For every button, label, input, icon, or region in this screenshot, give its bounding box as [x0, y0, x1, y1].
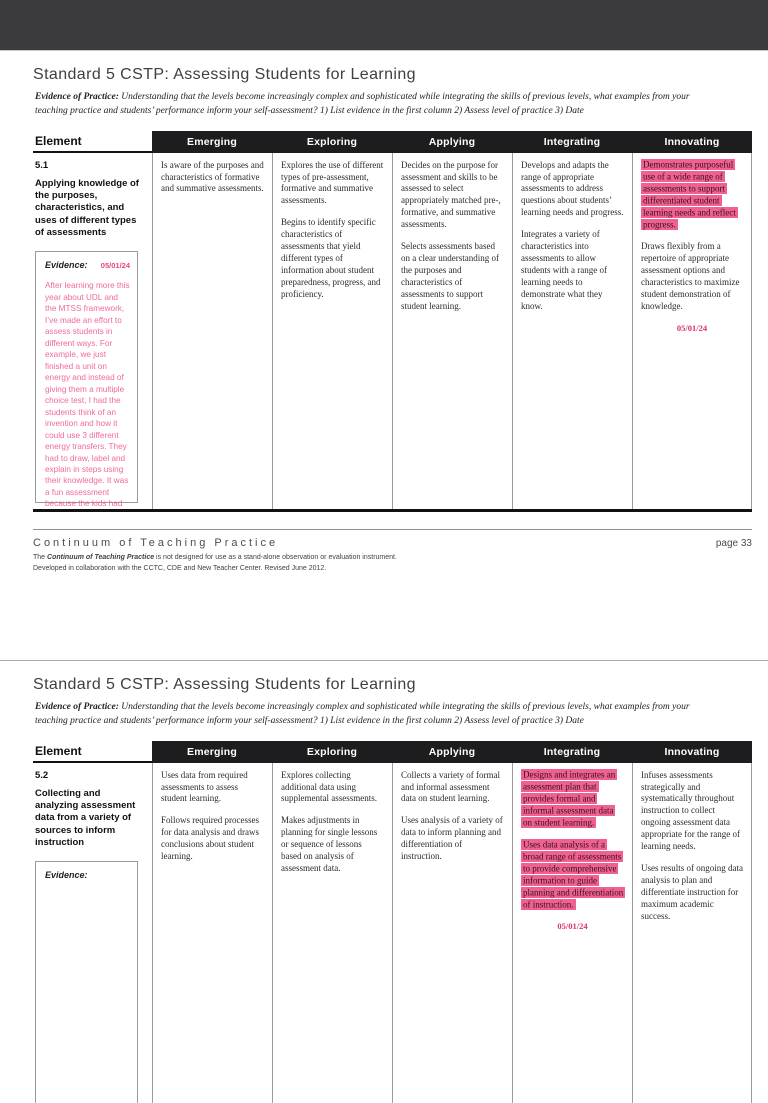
evidence-text: After learning more this year about UDL …	[45, 281, 130, 509]
element-cell-5-1: 5.1 Applying knowledge of the purposes, …	[33, 153, 152, 509]
cell-paragraph: Decides on the purpose for assessment an…	[401, 159, 501, 230]
pink-highlight: Demonstrates purposeful use of a wide ra…	[641, 159, 738, 230]
cell-paragraph: Explores collecting additional data usin…	[281, 769, 377, 804]
footer-title: Continuum of Teaching Practice	[33, 536, 279, 549]
header-exploring: Exploring	[272, 130, 392, 153]
evidence-of-practice-label: Evidence of Practice:	[35, 702, 119, 712]
page-1: Standard 5 CSTP: Assessing Students for …	[0, 66, 768, 660]
footer-divider	[33, 528, 752, 530]
evidence-box: Evidence:	[35, 861, 138, 1103]
header-innovating: Innovating	[632, 740, 752, 763]
header-integrating: Integrating	[512, 130, 632, 153]
footer-note-prefix: The	[33, 553, 48, 561]
header-integrating: Integrating	[512, 740, 632, 763]
cell-paragraph: Selects assessments based on a clear und…	[401, 241, 499, 312]
evidence-label: Evidence:	[45, 260, 88, 271]
cell-paragraph: Begins to identify specific characterist…	[281, 217, 381, 300]
header-emerging: Emerging	[152, 740, 272, 763]
header-element: Element	[33, 130, 152, 153]
rubric-header-row: Element Emerging Exploring Applying Inte…	[33, 130, 752, 153]
cell-paragraph: Infuses assessments strategically and sy…	[641, 769, 740, 852]
cell-paragraph: Follows required processes for data anal…	[161, 815, 259, 862]
footer-note-suffix: is not designed for use as a stand-alone…	[154, 553, 397, 561]
cell-emerging: Is aware of the purposes and characteris…	[152, 152, 272, 509]
cell-paragraph: Integrates a variety of characteristics …	[521, 229, 607, 312]
page-footer: Continuum of Teaching Practice page 33	[33, 537, 752, 549]
cell-paragraph: Develops and adapts the range of appropr…	[521, 159, 624, 218]
cell-integrating: Designs and integrates an assessment pla…	[512, 762, 632, 1103]
evidence-of-practice-label: Evidence of Practice:	[35, 92, 119, 102]
evidence-label: Evidence:	[45, 870, 88, 881]
cell-innovating: Infuses assessments strategically and sy…	[632, 762, 752, 1103]
page-title: Standard 5 CSTP: Assessing Students for …	[33, 676, 416, 693]
element-id: 5.2	[35, 769, 49, 781]
rubric-body-row: 5.1 Applying knowledge of the purposes, …	[33, 152, 752, 512]
evidence-of-practice: Evidence of Practice: Understanding that…	[35, 701, 690, 729]
pink-highlight: Uses data analysis of a broad range of a…	[521, 838, 626, 910]
header-innovating: Innovating	[632, 130, 752, 153]
pink-highlight: Designs and integrates an assessment pla…	[521, 769, 618, 828]
rubric-table-5-2: Element Emerging Exploring Applying Inte…	[33, 740, 752, 1103]
header-applying: Applying	[392, 740, 512, 763]
assessment-date: 05/01/24	[557, 921, 588, 932]
element-id: 5.1	[35, 159, 49, 171]
element-cell-5-2: 5.2 Collecting and analyzing assessment …	[33, 763, 152, 1103]
assessment-date: 05/01/24	[676, 323, 708, 334]
footer-note-line2: Developed in collaboration with the CCTC…	[33, 564, 327, 572]
page-2: Standard 5 CSTP: Assessing Students for …	[0, 676, 768, 1103]
cell-paragraph: Uses analysis of a variety of data to in…	[401, 815, 503, 862]
page-title: Standard 5 CSTP: Assessing Students for …	[33, 66, 416, 83]
evidence-box: Evidence: 05/01/24 After learning more t…	[35, 251, 138, 508]
cell-paragraph-highlighted: Demonstrates purposeful use of a wide ra…	[641, 159, 743, 232]
page-number: page 33	[715, 537, 752, 549]
cell-paragraph-highlighted: Uses data analysis of a broad range of a…	[521, 838, 626, 911]
cell-paragraph: Uses results of ongoing data analysis to…	[641, 863, 743, 922]
cell-exploring: Explores collecting additional data usin…	[272, 762, 392, 1103]
cell-integrating: Develops and adapts the range of appropr…	[512, 152, 632, 509]
element-title: Applying knowledge of the purposes, char…	[35, 177, 139, 238]
evidence-of-practice-text: Understanding that the levels become inc…	[35, 92, 690, 116]
evidence-box-header: Evidence: 05/01/24	[41, 258, 132, 270]
cell-paragraph: Collects a variety of formal and informa…	[401, 769, 500, 804]
header-element: Element	[33, 740, 152, 763]
rubric-body-row: 5.2 Collecting and analyzing assessment …	[33, 762, 752, 1103]
header-applying: Applying	[392, 130, 512, 153]
evidence-date: 05/01/24	[100, 261, 130, 271]
viewer-background	[0, 0, 768, 51]
cell-exploring: Explores the use of different types of p…	[272, 152, 392, 509]
cell-applying: Decides on the purpose for assessment an…	[392, 152, 512, 509]
cell-paragraph-highlighted: Designs and integrates an assessment pla…	[521, 769, 624, 830]
cell-paragraph: Draws flexibly from a repertoire of appr…	[641, 241, 740, 312]
cell-applying: Collects a variety of formal and informa…	[392, 762, 512, 1103]
header-exploring: Exploring	[272, 740, 392, 763]
cell-innovating: Demonstrates purposeful use of a wide ra…	[632, 152, 752, 509]
cell-paragraph: Is aware of the purposes and characteris…	[161, 159, 264, 194]
footer-note-name: Continuum of Teaching Practice	[47, 553, 155, 561]
evidence-of-practice-text: Understanding that the levels become inc…	[35, 702, 690, 726]
footer-notes: The Continuum of Teaching Practice is no…	[33, 552, 752, 574]
rubric-table-5-1: Element Emerging Exploring Applying Inte…	[33, 130, 752, 512]
evidence-box-header: Evidence:	[41, 868, 132, 880]
page-boundary-line	[0, 660, 768, 661]
cell-paragraph: Uses data from required assessments to a…	[161, 769, 248, 804]
header-emerging: Emerging	[152, 130, 272, 153]
rubric-header-row: Element Emerging Exploring Applying Inte…	[33, 740, 752, 763]
cell-paragraph: Makes adjustments in planning for single…	[281, 815, 378, 874]
cell-emerging: Uses data from required assessments to a…	[152, 762, 272, 1103]
element-title: Collecting and analyzing assessment data…	[35, 787, 136, 848]
cell-paragraph: Explores the use of different types of p…	[281, 159, 384, 206]
evidence-of-practice: Evidence of Practice: Understanding that…	[35, 91, 690, 119]
